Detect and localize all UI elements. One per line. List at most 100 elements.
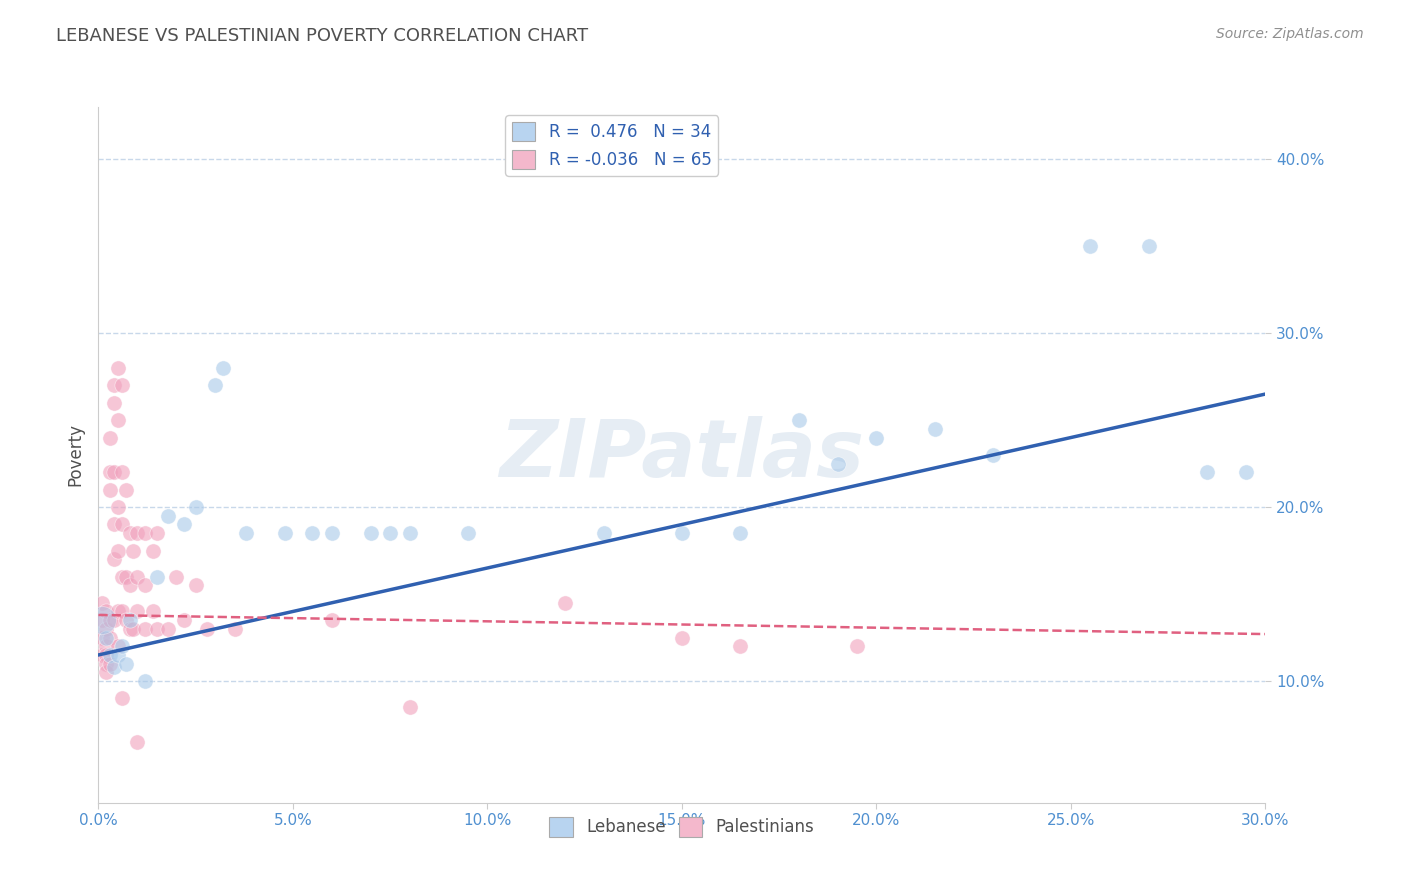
- Point: [96, 665, 118, 680]
- Point: [134, 622, 156, 636]
- Point: [114, 483, 136, 497]
- Point: [184, 500, 207, 514]
- Point: [96, 639, 118, 653]
- Point: [111, 466, 134, 480]
- Point: [212, 360, 235, 375]
- Point: [107, 648, 129, 662]
- Point: [127, 570, 149, 584]
- Point: [274, 526, 297, 541]
- Point: [787, 413, 810, 427]
- Point: [671, 631, 693, 645]
- Point: [195, 622, 218, 636]
- Point: [118, 613, 141, 627]
- Point: [554, 596, 576, 610]
- Point: [1234, 466, 1257, 480]
- Text: ZIPatlas: ZIPatlas: [499, 416, 865, 494]
- Point: [107, 543, 129, 558]
- Point: [98, 430, 121, 444]
- Point: [360, 526, 382, 541]
- Point: [173, 517, 195, 532]
- Text: Source: ZipAtlas.com: Source: ZipAtlas.com: [1216, 27, 1364, 41]
- Point: [91, 648, 114, 662]
- Point: [98, 466, 121, 480]
- Text: LEBANESE VS PALESTINIAN POVERTY CORRELATION CHART: LEBANESE VS PALESTINIAN POVERTY CORRELAT…: [56, 27, 588, 45]
- Point: [134, 674, 156, 689]
- Point: [1080, 239, 1102, 253]
- Y-axis label: Poverty: Poverty: [66, 424, 84, 486]
- Point: [865, 430, 887, 444]
- Point: [103, 613, 125, 627]
- Point: [98, 483, 121, 497]
- Point: [107, 500, 129, 514]
- Point: [107, 639, 129, 653]
- Point: [671, 526, 693, 541]
- Point: [146, 570, 169, 584]
- Point: [91, 613, 114, 627]
- Point: [91, 596, 114, 610]
- Point: [1137, 239, 1160, 253]
- Point: [301, 526, 323, 541]
- Point: [127, 605, 149, 619]
- Point: [103, 552, 125, 566]
- Legend: Lebanese, Palestinians: Lebanese, Palestinians: [543, 811, 821, 843]
- Point: [321, 526, 343, 541]
- Point: [98, 648, 121, 662]
- Point: [122, 543, 145, 558]
- Point: [173, 613, 195, 627]
- Point: [184, 578, 207, 592]
- Point: [235, 526, 257, 541]
- Point: [111, 570, 134, 584]
- Point: [146, 622, 169, 636]
- Point: [165, 570, 187, 584]
- Point: [103, 378, 125, 392]
- Point: [730, 526, 752, 541]
- Point: [1195, 466, 1218, 480]
- Point: [398, 526, 420, 541]
- Point: [96, 648, 118, 662]
- Point: [96, 622, 118, 636]
- Point: [730, 639, 752, 653]
- Point: [96, 605, 118, 619]
- Point: [114, 657, 136, 671]
- Point: [204, 378, 226, 392]
- Point: [96, 657, 118, 671]
- Point: [981, 448, 1004, 462]
- Point: [111, 691, 134, 706]
- Point: [146, 526, 169, 541]
- Point: [96, 631, 118, 645]
- Point: [103, 517, 125, 532]
- Point: [91, 631, 114, 645]
- Point: [91, 613, 114, 627]
- Point: [224, 622, 246, 636]
- Point: [103, 395, 125, 409]
- Point: [127, 526, 149, 541]
- Point: [114, 570, 136, 584]
- Point: [114, 613, 136, 627]
- Point: [593, 526, 616, 541]
- Point: [134, 578, 156, 592]
- Point: [103, 466, 125, 480]
- Point: [118, 526, 141, 541]
- Point: [127, 735, 149, 749]
- Point: [111, 378, 134, 392]
- Point: [398, 700, 420, 714]
- Point: [142, 605, 165, 619]
- Point: [157, 622, 180, 636]
- Point: [107, 605, 129, 619]
- Point: [98, 657, 121, 671]
- Point: [142, 543, 165, 558]
- Point: [98, 631, 121, 645]
- Point: [134, 526, 156, 541]
- Point: [98, 613, 121, 627]
- Point: [111, 639, 134, 653]
- Point: [122, 622, 145, 636]
- Point: [118, 622, 141, 636]
- Point: [118, 578, 141, 592]
- Point: [157, 508, 180, 523]
- Point: [103, 660, 125, 674]
- Point: [457, 526, 479, 541]
- Point: [107, 360, 129, 375]
- Point: [111, 605, 134, 619]
- Point: [107, 413, 129, 427]
- Point: [846, 639, 869, 653]
